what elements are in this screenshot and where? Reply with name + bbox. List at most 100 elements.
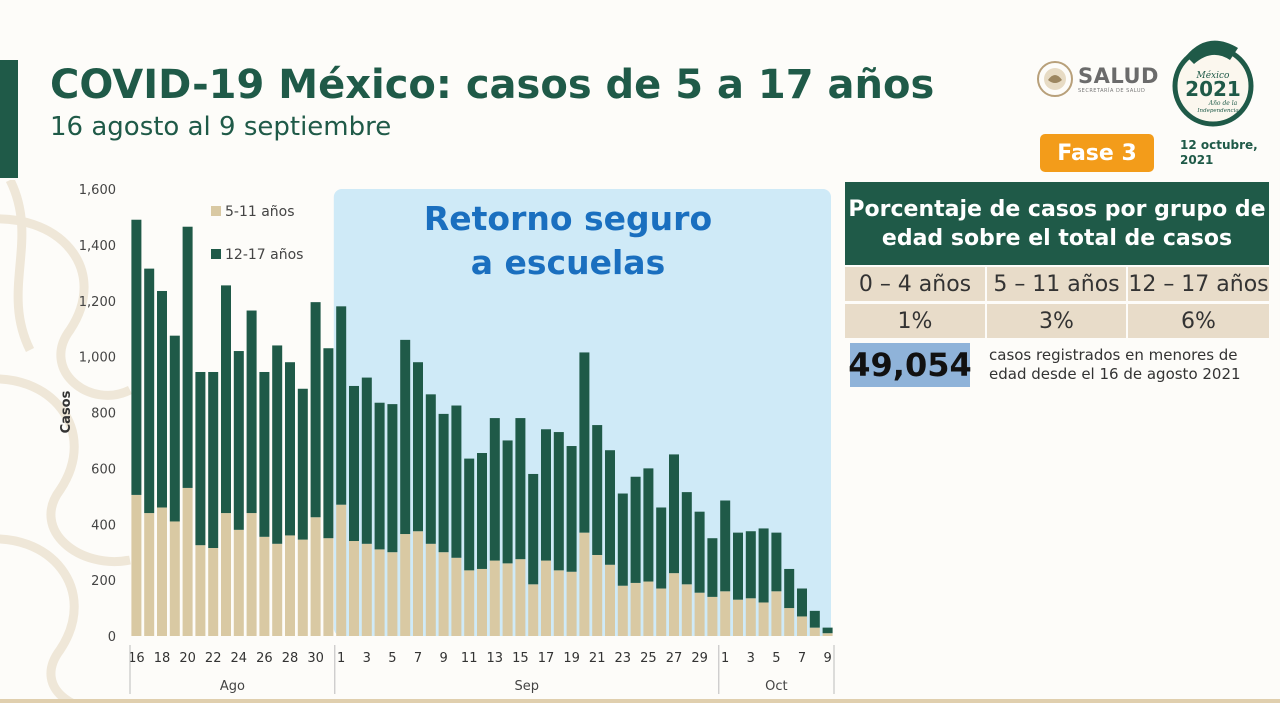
- bar-12-17: [349, 385, 359, 542]
- bar-5-11: [182, 487, 193, 636]
- bar-5-11: [579, 532, 590, 636]
- bar-12-17: [733, 532, 743, 600]
- bar-12-17: [157, 290, 167, 508]
- salud-logo-subtext: SECRETARÍA DE SALUD: [1078, 88, 1146, 94]
- bar-12-17: [221, 285, 231, 514]
- title-accent-bar: [0, 60, 18, 178]
- bar-12-17: [707, 538, 718, 597]
- bar-12-17: [502, 440, 513, 564]
- phase-badge: Fase 3: [1040, 134, 1154, 172]
- x-tick-label: 23: [615, 651, 632, 666]
- bar-12-17: [784, 568, 795, 609]
- x-tick-label: 9: [823, 651, 831, 666]
- age-group-value-5-11: 3%: [987, 304, 1126, 338]
- badge-line-4: Independencia: [1196, 108, 1238, 114]
- annotation-line-2: a escuelas: [471, 243, 665, 282]
- bar-12-17: [195, 371, 206, 546]
- bar-5-11: [528, 584, 539, 636]
- bar-5-11: [195, 545, 206, 636]
- bar-12-17: [528, 473, 539, 585]
- bar-12-17: [553, 432, 564, 571]
- total-cases-note: casos registrados en menores de edad des…: [989, 346, 1241, 383]
- bar-12-17: [297, 388, 308, 540]
- x-tick-label: 20: [179, 651, 196, 666]
- bar-12-17: [617, 493, 628, 586]
- bar-12-17: [233, 351, 244, 530]
- report-date-line-1: 12 octubre,: [1180, 138, 1258, 152]
- bar-12-17: [131, 219, 142, 495]
- y-axis: 0 200 400 600 800 1,000 1,200 1,400 1,600: [79, 183, 116, 645]
- bar-5-11: [425, 543, 436, 636]
- x-tick-label: 24: [231, 651, 248, 666]
- bar-12-17: [669, 454, 679, 574]
- bar-12-17: [771, 532, 782, 592]
- mexico-2021-badge-logo: México 2021 Año de la Independencia: [1172, 40, 1254, 127]
- x-tick-label: 17: [538, 651, 555, 666]
- bar-12-17: [720, 500, 731, 592]
- x-tick-label: 9: [439, 651, 447, 666]
- bar-5-11: [541, 560, 551, 636]
- bar-5-11: [489, 560, 500, 636]
- bar-12-17: [361, 377, 372, 544]
- bar-12-17: [477, 453, 487, 569]
- total-cases-number: 49,054: [848, 343, 972, 387]
- bar-12-17: [323, 348, 334, 539]
- bar-5-11: [464, 570, 475, 636]
- bar-12-17: [797, 588, 807, 617]
- bar-12-17: [758, 528, 769, 603]
- bar-12-17: [310, 302, 321, 518]
- legend-swatch-5-11: [211, 206, 221, 216]
- age-group-header-5-11: 5 – 11 años: [987, 267, 1126, 301]
- bar-5-11: [400, 534, 411, 636]
- month-label: Ago: [220, 679, 245, 694]
- bar-5-11: [694, 592, 705, 636]
- bar-5-11: [605, 564, 615, 636]
- bar-12-17: [643, 468, 654, 582]
- bar-5-11: [553, 570, 564, 636]
- bar-12-17: [374, 402, 385, 550]
- bar-12-17: [259, 371, 270, 537]
- bar-5-11: [272, 543, 283, 636]
- bottom-decorative-strip: [0, 699, 1280, 703]
- bar-5-11: [515, 559, 526, 636]
- x-tick-label: 22: [205, 651, 222, 666]
- bar-5-11: [259, 536, 270, 636]
- y-tick-label: 1,000: [79, 351, 116, 366]
- bar-12-17: [579, 352, 590, 533]
- badge-line-1: México: [1196, 70, 1231, 81]
- bar-5-11: [208, 547, 219, 636]
- bar-5-11: [809, 627, 820, 636]
- y-tick-label: 0: [108, 630, 116, 645]
- bar-12-17: [169, 335, 180, 522]
- bar-5-11: [797, 616, 807, 636]
- x-tick-label: 16: [128, 651, 145, 666]
- y-tick-label: 800: [91, 407, 116, 422]
- salud-seal-logo: [1037, 61, 1073, 97]
- bar-12-17: [592, 425, 603, 555]
- bar-12-17: [272, 345, 283, 544]
- bar-5-11: [566, 571, 577, 636]
- bar-5-11: [131, 494, 142, 636]
- y-tick-label: 400: [91, 518, 116, 533]
- bar-5-11: [310, 517, 321, 636]
- bar-5-11: [438, 552, 449, 636]
- bar-5-11: [387, 552, 398, 636]
- bar-5-11: [374, 549, 385, 636]
- bar-5-11: [233, 529, 244, 636]
- y-tick-label: 600: [91, 462, 116, 477]
- legend: 5-11 años 12-17 años: [211, 204, 303, 263]
- x-tick-label: 19: [563, 651, 580, 666]
- bar-5-11: [656, 588, 667, 636]
- bar-5-11: [630, 582, 641, 636]
- x-tick-label: 27: [666, 651, 683, 666]
- bar-5-11: [451, 557, 462, 636]
- salud-logo-text: SALUD: [1078, 64, 1159, 88]
- bar-12-17: [400, 339, 411, 535]
- bar-12-17: [656, 507, 667, 589]
- bar-12-17: [489, 418, 500, 561]
- bar-5-11: [771, 591, 782, 636]
- page-subtitle: 16 agosto al 9 septiembre: [50, 112, 392, 142]
- badge-line-3: Año de la: [1208, 100, 1238, 107]
- bar-5-11: [617, 585, 628, 636]
- bars: [131, 219, 833, 636]
